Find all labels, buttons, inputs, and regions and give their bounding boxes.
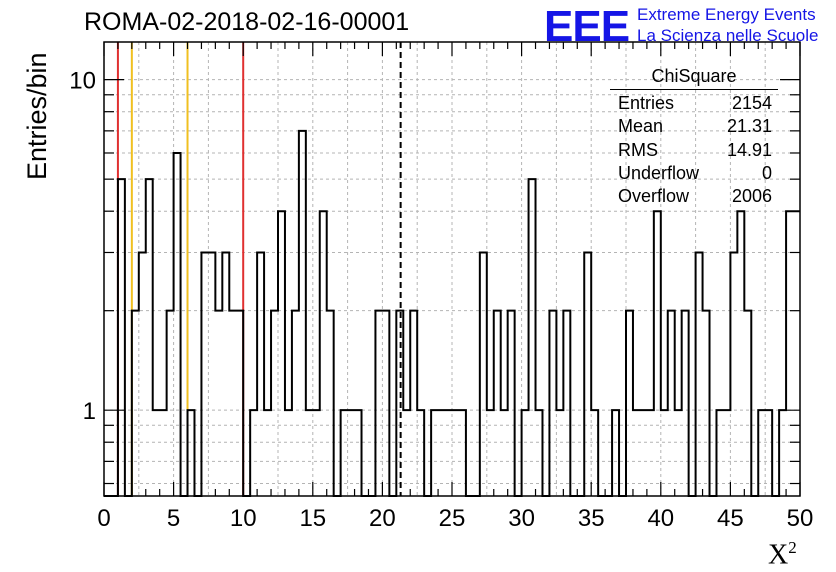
stats-label: Entries [618, 93, 675, 113]
logo-text-line2: La Scienza nelle Scuole [637, 26, 819, 45]
stats-row-mean: Mean 21.31 [610, 115, 778, 138]
x-tick-label: 5 [167, 505, 180, 532]
stats-row-overflow: Overflow 2006 [610, 185, 778, 208]
stats-row-underflow: Underflow 0 [610, 162, 778, 185]
x-tick-label: 45 [717, 505, 744, 532]
y-tick-label: 1 [83, 398, 96, 425]
stats-label: Overflow [618, 186, 690, 207]
eee-logo: EEE [544, 2, 630, 51]
marker-lines [116, 42, 402, 496]
x-tick-label: 50 [787, 505, 814, 532]
x-tick-label: 0 [97, 505, 110, 532]
y-tick-label: 10 [69, 68, 96, 95]
stats-value: 14.91 [726, 139, 772, 160]
axis-ticks [103, 42, 801, 496]
histogram-outline [104, 129, 800, 497]
stats-box: ChiSquare Entries 2154 Mean 21.31 RMS 14.91 Un… [610, 66, 778, 208]
stats-label: Mean [618, 116, 664, 137]
logo-text-line1: Extreme Energy Events [637, 5, 816, 24]
x-tick-label: 10 [230, 505, 257, 532]
x-tick-label: 35 [578, 505, 605, 532]
stats-rows: Entries 2154 Mean 21.31 RMS 14.91 Underflow 0 Ov… [610, 92, 778, 208]
page-title: ROMA-02-2018-02-16-00001 [84, 8, 410, 36]
stats-title: ChiSquare [610, 66, 778, 90]
y-axis-label: Entries/bin [22, 52, 52, 180]
stats-row-rms: RMS 14.91 [610, 139, 778, 162]
stats-value: 2154 [731, 93, 772, 113]
stats-value: 21.31 [726, 116, 772, 137]
x-tick-label: 40 [647, 505, 674, 532]
stats-value: 0 [761, 162, 772, 183]
stats-label: RMS [618, 139, 658, 160]
stats-row-entries: Entries 2154 [610, 92, 778, 115]
axis-tick-labels: 0 5 10 15 20 25 30 35 40 45 50 1 10 [69, 68, 813, 532]
x-tick-label: 15 [299, 505, 326, 532]
x-tick-label: 25 [439, 505, 466, 532]
x-tick-label: 30 [508, 505, 535, 532]
stats-value: 2006 [731, 186, 772, 207]
x-axis-label: X2 [768, 538, 797, 571]
x-axis-label-superscript: 2 [788, 538, 797, 557]
stats-label: Underflow [618, 162, 700, 183]
x-tick-label: 20 [369, 505, 396, 532]
x-axis-label-base: X [768, 539, 789, 571]
